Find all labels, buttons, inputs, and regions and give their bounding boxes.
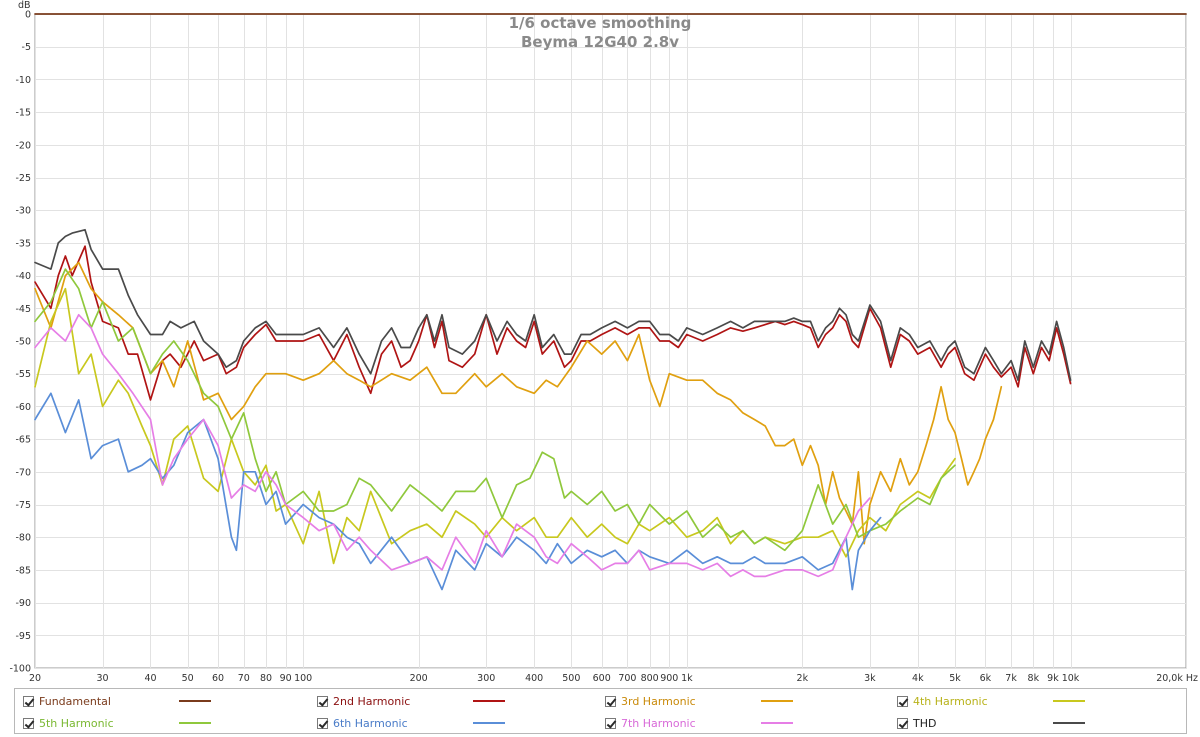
legend-swatch — [1053, 700, 1085, 702]
x-tick-label: 6k — [980, 673, 992, 684]
series-line-7th-harmonic — [34, 313, 871, 578]
y-tick-label: -35 — [15, 238, 31, 249]
legend-label: Fundamental — [39, 694, 111, 708]
y-tick-label: -30 — [15, 206, 31, 217]
legend-item-thd[interactable]: THD — [897, 713, 1085, 733]
legend-item-7th-harmonic[interactable]: 7th Harmonic — [605, 713, 793, 733]
y-unit-label: dB — [18, 0, 31, 11]
legend-checkbox[interactable] — [23, 695, 34, 707]
legend-checkbox[interactable] — [317, 695, 328, 707]
x-tick-label: 2k — [797, 673, 809, 684]
legend-label: THD — [913, 716, 937, 730]
y-tick-label: -60 — [15, 402, 31, 413]
y-tick-label: -45 — [15, 304, 31, 315]
legend-checkbox[interactable] — [605, 717, 616, 729]
y-tick-label: -80 — [15, 533, 31, 544]
y-tick-label: -20 — [15, 140, 31, 151]
x-tick-label: 90 — [280, 673, 292, 684]
x-tick-label: 60 — [212, 673, 224, 684]
grid — [34, 13, 1187, 669]
x-tick-label: 700 — [618, 673, 636, 684]
x-tick-label: 8k — [1028, 673, 1040, 684]
x-tick-label: 300 — [477, 673, 495, 684]
chart-title: 1/6 octave smoothing — [509, 14, 692, 32]
series-line-2nd-harmonic — [34, 245, 1072, 401]
x-tick-label: 40 — [144, 673, 156, 684]
legend-checkbox[interactable] — [317, 717, 328, 729]
x-tick-label: 3k — [864, 673, 876, 684]
legend-item-4th-harmonic[interactable]: 4th Harmonic — [897, 691, 1085, 711]
x-tick-label: 9k — [1047, 673, 1059, 684]
legend-swatch — [179, 700, 211, 702]
y-tick-label: -100 — [9, 664, 31, 675]
x-tick-label: 7k — [1005, 673, 1017, 684]
legend-label: 2nd Harmonic — [333, 694, 411, 708]
series-line-3rd-harmonic — [34, 261, 1003, 545]
x-tick-label: 70 — [238, 673, 250, 684]
x-tick-label: 1k — [681, 673, 693, 684]
legend-label: 7th Harmonic — [621, 716, 696, 730]
x-tick-label: 100 — [294, 673, 312, 684]
legend-item-3rd-harmonic[interactable]: 3rd Harmonic — [605, 691, 793, 711]
axes: 0 -5 -10 -15 -20 -25 -30 -35 -40 -45 -50 -55 -60 -65 -… — [9, 10, 1198, 685]
x-tick-label: 200 — [410, 673, 428, 684]
y-tick-label: -75 — [15, 500, 31, 511]
y-tick-label: -50 — [15, 337, 31, 348]
y-tick-label: -40 — [15, 271, 31, 282]
legend-label: 3rd Harmonic — [621, 694, 696, 708]
legend-label: 6th Harmonic — [333, 716, 408, 730]
legend-checkbox[interactable] — [605, 695, 616, 707]
legend-checkbox[interactable] — [897, 695, 908, 707]
x-tick-label: 5k — [949, 673, 961, 684]
series-line-thd — [34, 228, 1072, 382]
series-line-4th-harmonic — [34, 287, 956, 565]
legend-item-fundamental[interactable]: Fundamental — [23, 691, 211, 711]
legend-swatch — [1053, 722, 1085, 724]
y-tick-label: -65 — [15, 435, 31, 446]
legend-item-2nd-harmonic[interactable]: 2nd Harmonic — [317, 691, 505, 711]
series-group — [34, 13, 1187, 591]
x-tick-label: 600 — [593, 673, 611, 684]
x-tick-label: 80 — [260, 673, 272, 684]
y-tick-label: -10 — [15, 75, 31, 86]
y-tick-label: -15 — [15, 108, 31, 119]
series-line-5th-harmonic — [34, 268, 956, 552]
y-tick-label: -5 — [22, 42, 31, 53]
y-tick-label: -70 — [15, 467, 31, 478]
legend-item-6th-harmonic[interactable]: 6th Harmonic — [317, 713, 505, 733]
distortion-chart: 0 -5 -10 -15 -20 -25 -30 -35 -40 -45 -50 -55 -60 -65 -… — [9, 0, 1198, 685]
y-tick-label: 0 — [25, 10, 31, 21]
y-tick-label: -95 — [15, 631, 31, 642]
y-tick-label: -90 — [15, 598, 31, 609]
x-tick-label: 30 — [97, 673, 109, 684]
y-tick-label: -55 — [15, 369, 31, 380]
legend-swatch — [761, 722, 793, 724]
legend-checkbox[interactable] — [897, 717, 908, 729]
x-tick-label: 900 — [660, 673, 678, 684]
y-tick-label: -85 — [15, 565, 31, 576]
x-tick-label: 400 — [525, 673, 543, 684]
x-tick-label: 500 — [562, 673, 580, 684]
legend-item-5th-harmonic[interactable]: 5th Harmonic — [23, 713, 211, 733]
x-tick-label: 10k — [1062, 673, 1080, 684]
legend-swatch — [179, 722, 211, 724]
legend-swatch — [761, 700, 793, 702]
y-tick-label: -25 — [15, 173, 31, 184]
legend-checkbox[interactable] — [23, 717, 34, 729]
x-tick-label: 800 — [641, 673, 659, 684]
x-tick-label: 20,0k Hz — [1156, 673, 1198, 684]
legend-swatch — [473, 700, 505, 702]
x-tick-label: 50 — [182, 673, 194, 684]
legend-panel: Fundamental 2nd Harmonic 3rd Harmonic 4th H… — [14, 688, 1187, 734]
x-tick-label: 4k — [912, 673, 924, 684]
legend-swatch — [473, 722, 505, 724]
chart-subtitle: Beyma 12G40 2.8v — [521, 33, 679, 51]
legend-label: 5th Harmonic — [39, 716, 114, 730]
legend-label: 4th Harmonic — [913, 694, 988, 708]
x-tick-label: 20 — [29, 673, 41, 684]
